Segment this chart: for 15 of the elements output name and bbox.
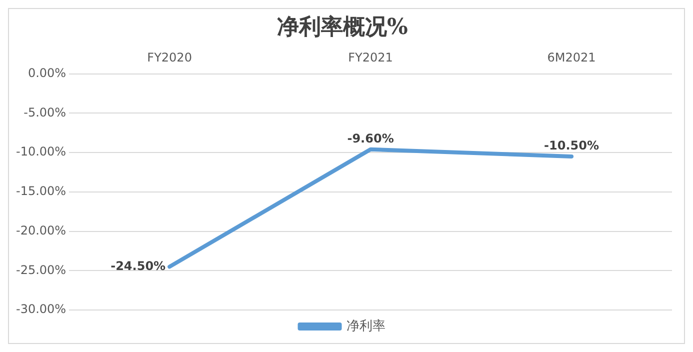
- legend-label: 净利率: [346, 318, 386, 334]
- y-tick-label: -10.00%: [16, 144, 66, 159]
- y-tick-label: -25.00%: [16, 262, 66, 277]
- y-tick-label: -20.00%: [16, 223, 66, 238]
- chart-title: 净利率概况%: [277, 14, 408, 40]
- x-tick-label: FY2021: [348, 50, 393, 65]
- y-tick-label: 0.00%: [28, 66, 66, 80]
- data-label: -9.60%: [347, 132, 394, 146]
- y-tick-label: -5.00%: [24, 105, 66, 120]
- x-tick-label: 6M2021: [547, 50, 596, 65]
- data-label: -24.50%: [110, 258, 166, 273]
- y-tick-label: -15.00%: [16, 184, 66, 198]
- y-tick-label: -30.00%: [16, 302, 66, 316]
- data-label: -10.50%: [544, 138, 599, 153]
- x-tick-label: FY2020: [147, 50, 192, 65]
